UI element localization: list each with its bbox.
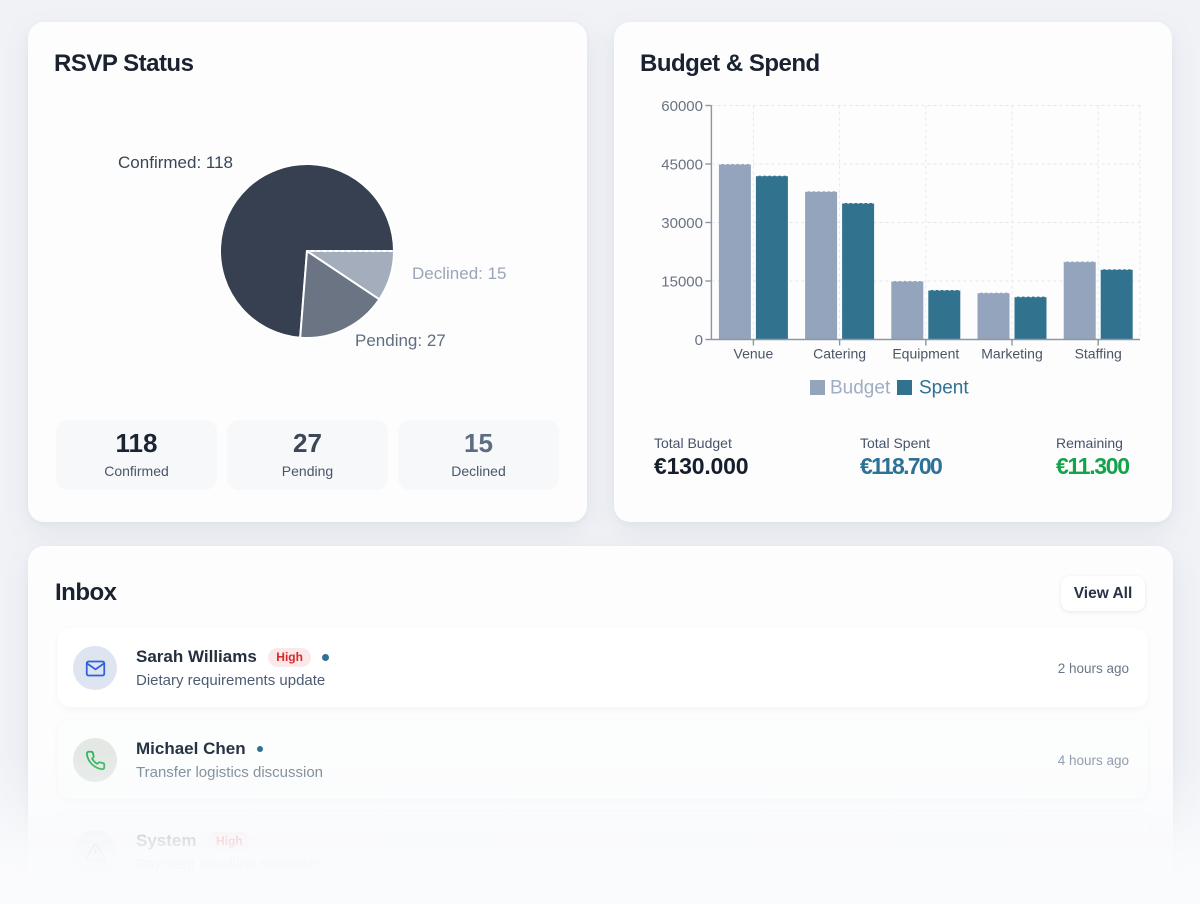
- svg-text:Venue: Venue: [734, 346, 774, 362]
- svg-text:Budget: Budget: [830, 378, 891, 399]
- svg-text:Catering: Catering: [813, 346, 866, 362]
- svg-text:60000: 60000: [661, 98, 703, 115]
- svg-text:Staffing: Staffing: [1075, 346, 1122, 362]
- svg-text:45000: 45000: [661, 157, 703, 174]
- svg-text:Equipment: Equipment: [892, 346, 959, 362]
- svg-text:Marketing: Marketing: [981, 346, 1042, 362]
- svg-text:15000: 15000: [661, 274, 703, 291]
- svg-text:0: 0: [695, 332, 703, 349]
- svg-text:Spent: Spent: [919, 378, 969, 399]
- svg-text:30000: 30000: [661, 215, 703, 232]
